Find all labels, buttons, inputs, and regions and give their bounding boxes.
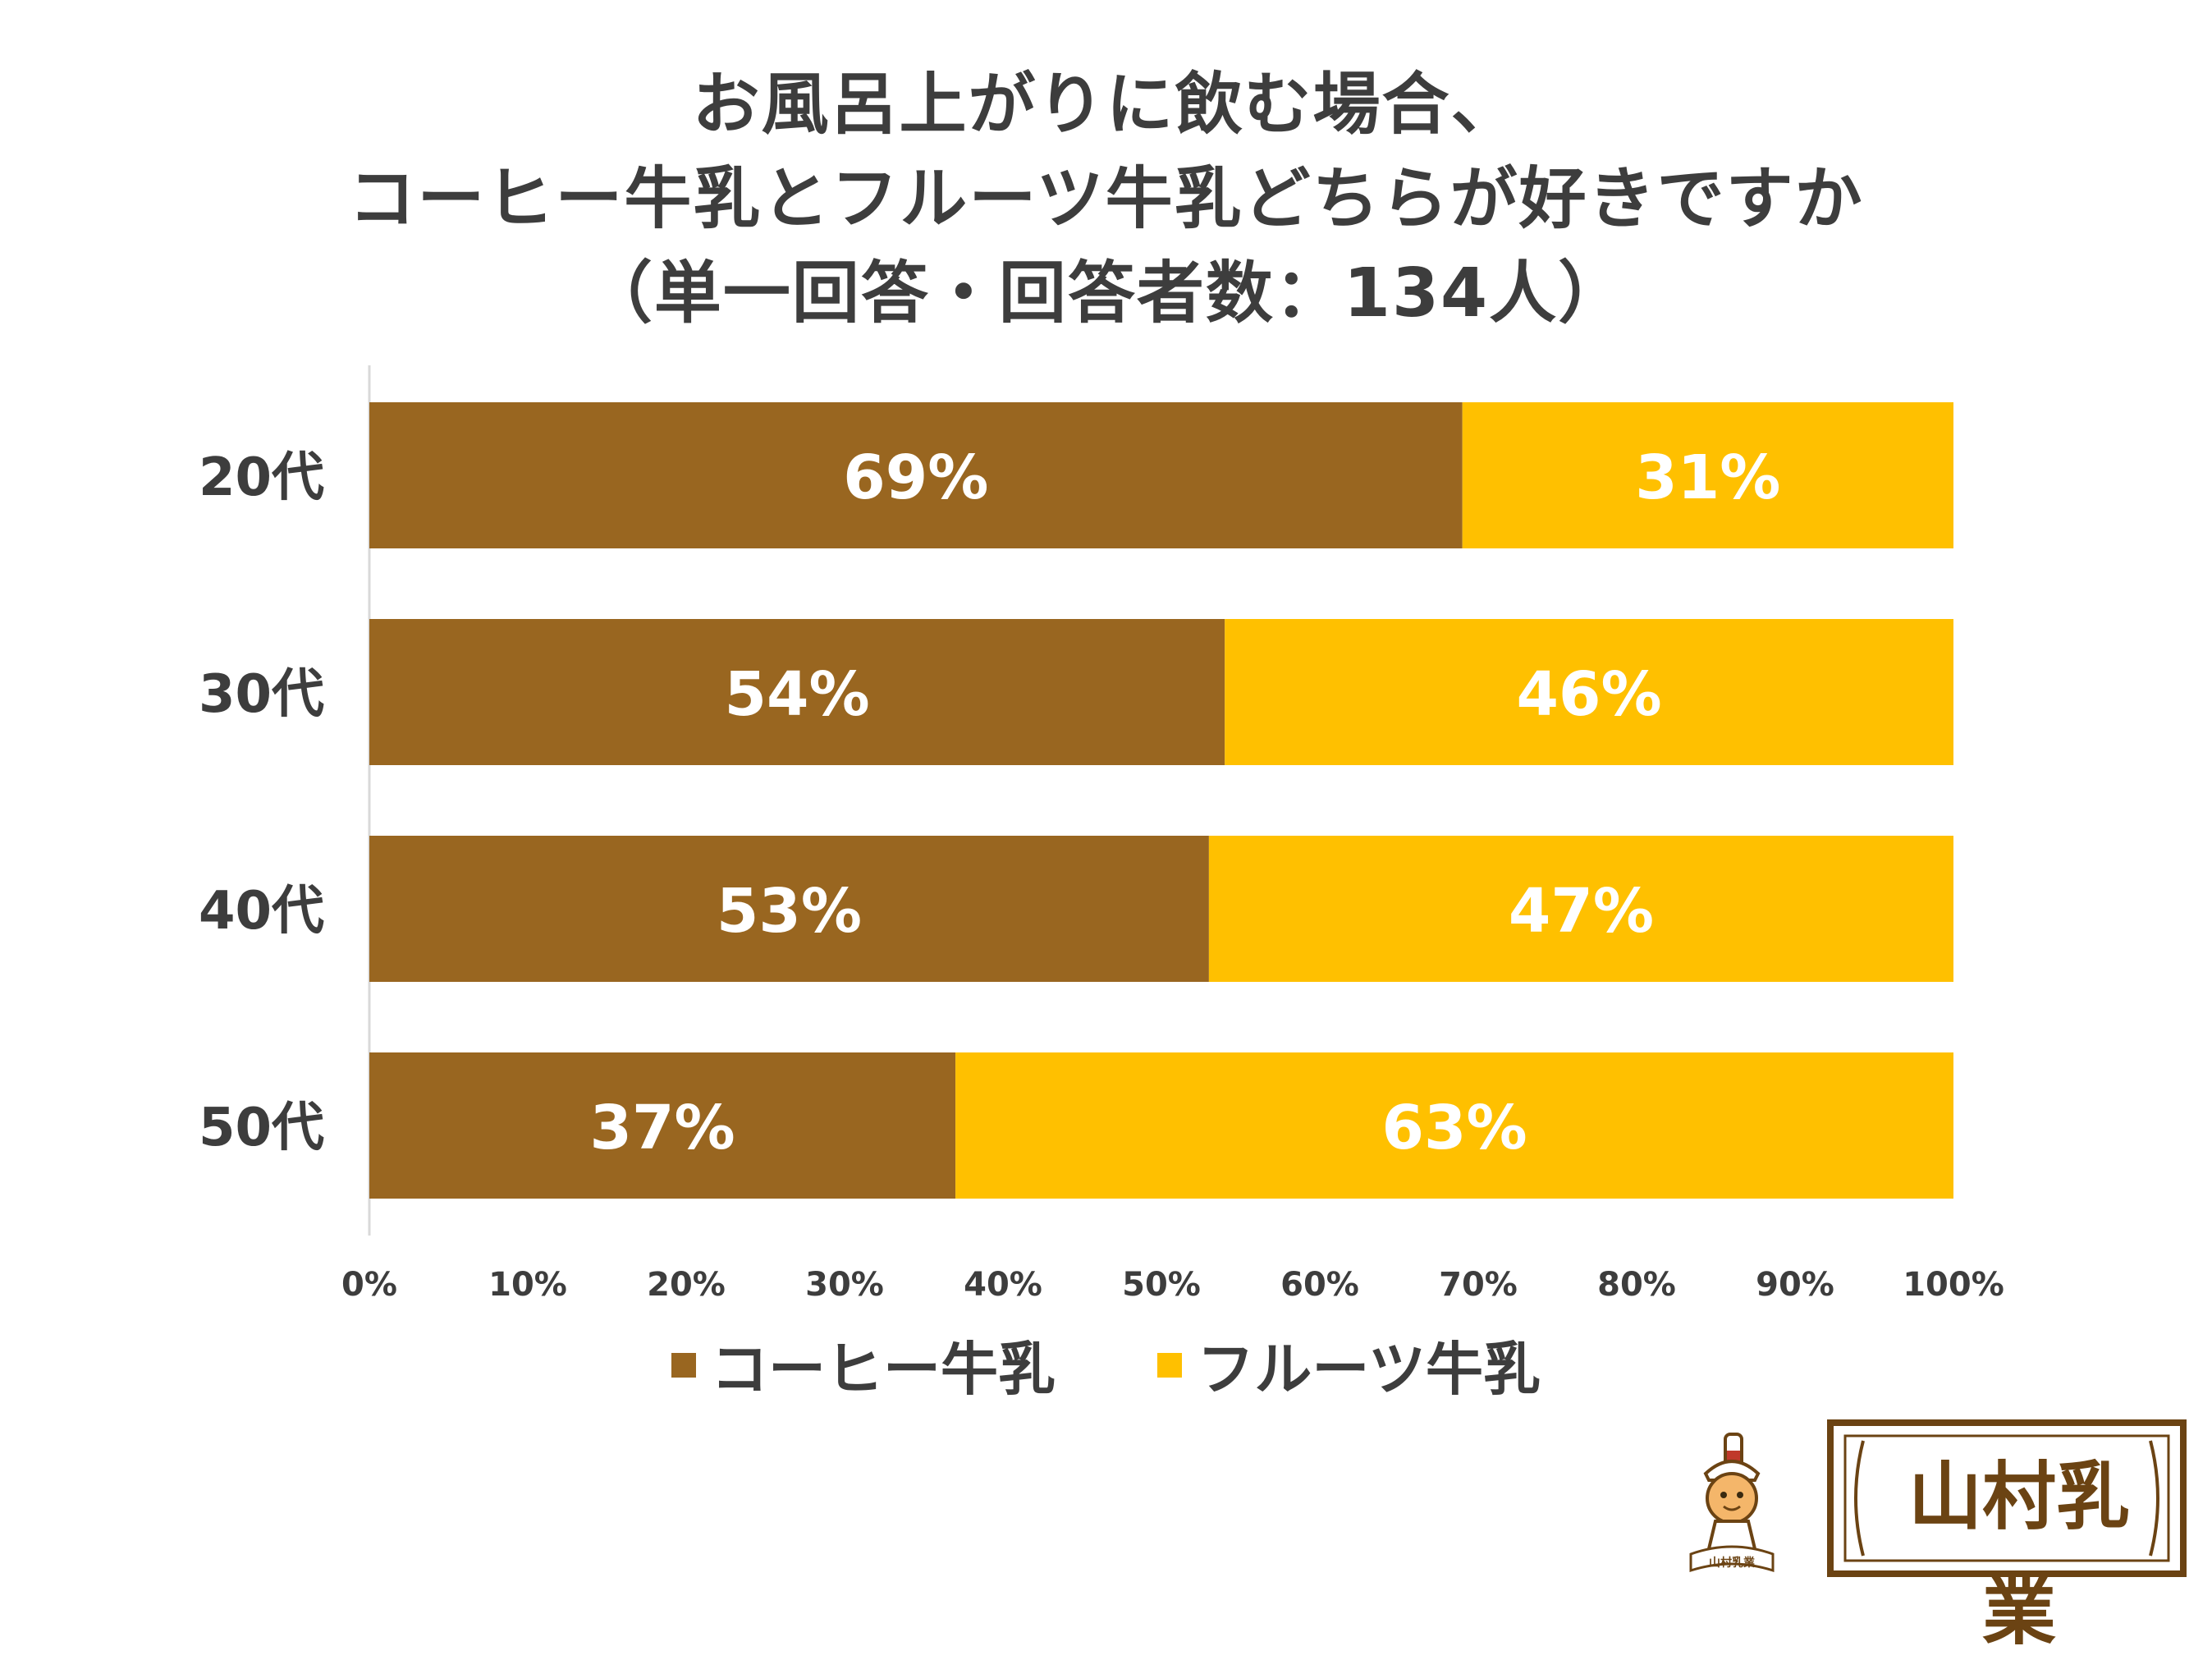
bar-fruit-1 [1225,619,1953,765]
title-line-2: コーヒー牛乳とフルーツ牛乳どちらが好きですか [348,160,1864,238]
bar-coffee-3 [369,1052,956,1199]
x-tick-label-8: 80% [1597,1266,1676,1304]
legend-swatch-coffee [671,1352,696,1378]
bar-fruit-3 [955,1052,1953,1199]
x-tick-label-1: 10% [488,1266,567,1304]
x-tick-label-4: 40% [964,1266,1042,1304]
category-label-1: 30代 [199,664,324,725]
x-tick-label-3: 30% [805,1266,884,1304]
mascot-banner-text: 山村乳業 [1709,1556,1756,1570]
x-tick-label-6: 60% [1280,1266,1359,1304]
legend-item-fruit: フルーツ牛乳 [1157,1323,1541,1406]
data-label-coffee-1: 54% [725,659,870,730]
bar-coffee-1 [369,619,1225,765]
company-logo: 山村乳業 山村乳業 [1666,1416,2191,1655]
logo-graphic: 山村乳業 [1689,1419,2187,1577]
x-tick-label-0: 0% [341,1266,397,1304]
x-tick-label-9: 90% [1756,1266,1834,1304]
logo-frame [1827,1419,2187,1577]
category-label-2: 40代 [199,881,324,942]
data-label-coffee-3: 37% [589,1093,735,1163]
data-label-coffee-2: 53% [717,876,862,947]
x-tick-label-7: 70% [1439,1266,1518,1304]
category-label-0: 20代 [199,447,324,508]
bar-coffee-2 [369,836,1209,982]
title-line-1: お風呂上がりに飲む場合、 [692,66,1520,144]
logo-text: 山村乳業 [1908,1453,2130,1655]
legend-swatch-fruit [1157,1352,1183,1378]
legend-label-fruit: フルーツ牛乳 [1197,1336,1541,1403]
bar-fruit-0 [1462,402,1953,548]
bar-coffee-0 [369,402,1463,548]
bar-fruit-2 [1208,836,1953,982]
data-label-coffee-0: 69% [843,442,988,513]
x-tick-label-2: 20% [647,1266,726,1304]
mascot-icon [1689,1433,1775,1573]
stacked-bar-chart: 69% 31% 20代 54% 46% 30代 53% 47% 40代 37% 63% 50代 0% 10… [199,365,2004,1304]
legend-item-coffee: コーヒー牛乳 [671,1323,1056,1406]
legend: コーヒー牛乳 フルーツ牛乳 [0,1323,2212,1406]
legend-label-coffee: コーヒー牛乳 [711,1336,1056,1403]
data-label-fruit-3: 63% [1381,1093,1527,1163]
x-tick-label-5: 50% [1122,1266,1201,1304]
title-line-3: （単一回答・回答者数：134人） [584,254,1628,332]
category-label-3: 50代 [199,1098,324,1158]
data-label-fruit-2: 47% [1509,876,1654,947]
chart-title: お風呂上がりに飲む場合、 コーヒー牛乳とフルーツ牛乳どちらが好きですか （単一回… [0,57,2212,341]
data-label-fruit-0: 31% [1635,442,1780,513]
data-label-fruit-1: 46% [1517,659,1662,730]
x-tick-label-10: 100% [1903,1266,2004,1304]
